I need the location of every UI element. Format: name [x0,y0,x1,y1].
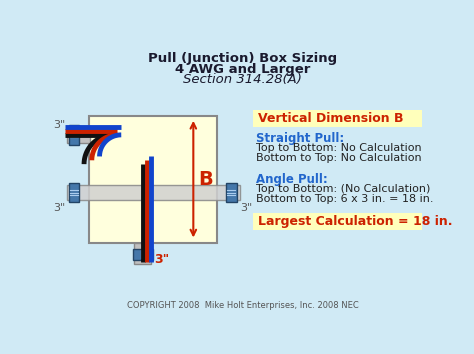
Text: Bottom to Top: 6 x 3 in. = 18 in.: Bottom to Top: 6 x 3 in. = 18 in. [256,194,434,204]
Text: Angle Pull:: Angle Pull: [256,173,328,186]
Text: Vertical Dimension B: Vertical Dimension B [258,112,403,125]
Bar [89,116,217,243]
Bar [253,110,422,127]
Text: 4 AWG and Larger: 4 AWG and Larger [175,63,310,75]
Bar [67,126,90,143]
Text: Top to Bottom: (No Calculation): Top to Bottom: (No Calculation) [256,184,430,194]
Bar [253,213,422,230]
Bar [67,185,240,200]
Text: Largest Calculation = 18 in.: Largest Calculation = 18 in. [258,215,452,228]
Text: COPYRIGHT 2008  Mike Holt Enterprises, Inc. 2008 NEC: COPYRIGHT 2008 Mike Holt Enterprises, In… [127,301,359,310]
Text: 3": 3" [53,120,65,130]
Text: Straight Pull:: Straight Pull: [256,132,344,145]
Bar [226,183,237,202]
Text: B: B [198,170,213,189]
Text: 3": 3" [240,204,252,213]
Text: Section 314.28(A): Section 314.28(A) [183,73,302,86]
Bar [133,249,153,259]
Bar [69,125,80,145]
Bar [135,243,152,264]
Text: Top to Bottom: No Calculation: Top to Bottom: No Calculation [256,143,422,153]
Text: 3": 3" [154,253,169,267]
Text: 3": 3" [53,204,65,213]
Text: Bottom to Top: No Calculation: Bottom to Top: No Calculation [256,153,422,162]
Bar [69,183,80,202]
Text: Pull (Junction) Box Sizing: Pull (Junction) Box Sizing [148,52,337,65]
